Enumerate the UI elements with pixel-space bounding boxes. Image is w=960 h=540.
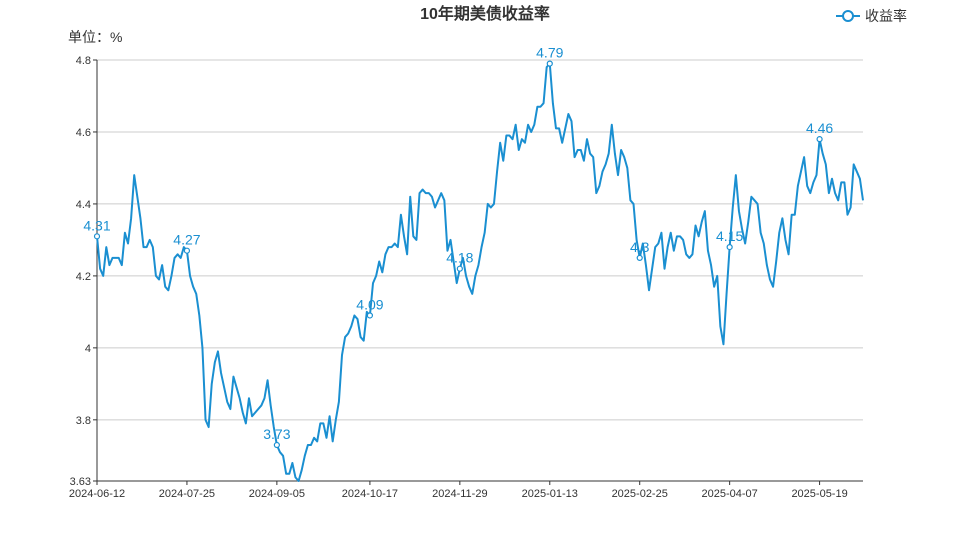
x-tick-label: 2024-07-25 — [159, 488, 215, 500]
unit-label: 单位：% — [68, 29, 122, 45]
data-point-marker — [546, 60, 553, 67]
series-line — [96, 62, 864, 482]
data-point-label: 4.09 — [356, 296, 383, 312]
data-point-marker — [93, 233, 101, 240]
x-tick-label: 2025-05-19 — [791, 488, 847, 500]
y-tick-label: 3.63 — [70, 476, 91, 488]
x-tick-label: 2024-11-29 — [432, 488, 487, 500]
x-tick-label: 2025-01-13 — [522, 488, 578, 500]
y-tick-label: 4.2 — [76, 271, 91, 283]
data-point-label: 4.15 — [716, 228, 743, 244]
data-point-marker — [273, 441, 280, 449]
y-tick-label: 4 — [85, 343, 91, 355]
legend[interactable]: 收益率 — [836, 8, 907, 24]
legend-label: 收益率 — [865, 8, 907, 24]
x-tick-label: 2025-04-07 — [702, 488, 758, 500]
y-tick-label: 3.8 — [76, 415, 91, 427]
data-point-label: 4.31 — [83, 217, 110, 233]
data-point-marker — [183, 247, 191, 254]
data-point-label: 4.3 — [630, 239, 650, 255]
x-tick-label: 2024-09-05 — [249, 488, 305, 500]
data-point-label: 4.27 — [173, 232, 200, 248]
data-point-label: 3.73 — [263, 426, 290, 442]
data-point-marker — [726, 244, 733, 251]
y-tick-label: 4.6 — [76, 127, 91, 139]
data-point-label: 4.46 — [806, 120, 833, 136]
y-tick-label: 4.4 — [76, 199, 91, 211]
x-tick-label: 2024-10-17 — [342, 488, 398, 500]
annotated-points: 4.31 4.27 3.73 4.09 4.18 4.79 4.3 4.15 4.46 — [83, 45, 833, 449]
data-point-marker — [816, 136, 823, 143]
y-tick-label: 4.8 — [76, 55, 91, 67]
data-point-marker — [456, 265, 463, 272]
chart-title: 10年期美债收益率 — [420, 4, 550, 23]
data-point-label: 4.79 — [536, 45, 563, 61]
series-line-path — [96, 62, 864, 482]
data-point-label: 4.18 — [446, 250, 473, 266]
grid-lines — [97, 59, 863, 421]
x-axis: 2024-06-12 2024-07-25 2024-09-05 2024-10-17… — [69, 480, 863, 500]
x-tick-label: 2024-06-12 — [69, 488, 125, 500]
data-point-marker — [366, 312, 374, 319]
y-axis: 3.63 3.8 4 4.2 4.4 4.6 4.8 — [70, 55, 98, 488]
legend-marker-icon — [842, 10, 854, 22]
x-tick-label: 2025-02-25 — [612, 488, 668, 500]
data-point-marker — [636, 254, 643, 262]
